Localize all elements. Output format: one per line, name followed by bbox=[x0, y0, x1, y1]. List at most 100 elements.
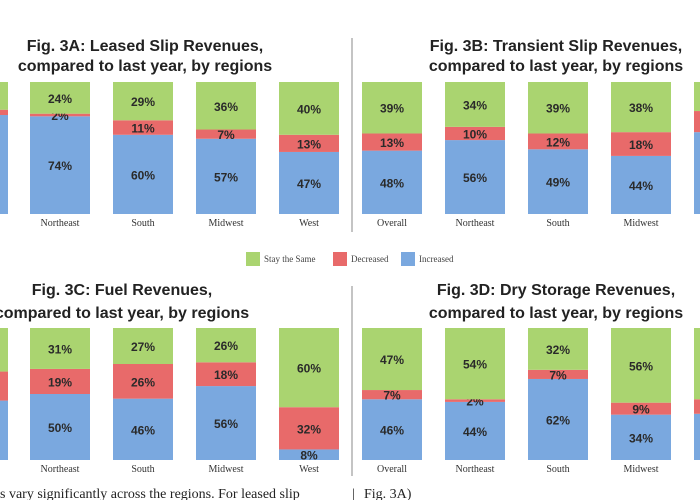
bar-decreased-segment bbox=[362, 390, 422, 400]
partial-bar-decreased-segment bbox=[694, 111, 700, 133]
bar-decreased-segment bbox=[30, 368, 90, 394]
footer-separator: | bbox=[352, 487, 355, 500]
bar-stay-value-label: 31% bbox=[48, 342, 72, 356]
bar-decreased-value-label: 32% bbox=[297, 422, 321, 436]
bar-overall: 46% 7% 47% bbox=[362, 328, 422, 460]
bar-decreased-value-label: 13% bbox=[380, 136, 404, 150]
bar-increased-segment bbox=[196, 138, 256, 214]
bar-stay-segment bbox=[113, 82, 173, 121]
bar-stay-value-label: 38% bbox=[629, 101, 653, 115]
bar-midwest: 56% 18% 26% bbox=[196, 328, 256, 460]
bar-decreased-segment bbox=[196, 362, 256, 387]
bar-stay-segment bbox=[445, 328, 505, 400]
bar-decreased-segment bbox=[279, 407, 339, 450]
category-label: Midwest bbox=[209, 218, 244, 229]
bar-decreased-segment bbox=[113, 364, 173, 399]
category-label: West bbox=[299, 218, 319, 229]
bar-decreased-segment bbox=[611, 132, 671, 156]
bar-west: 8% 32% 60% bbox=[279, 328, 339, 463]
category-label: Overall bbox=[377, 218, 407, 229]
category-label: Midwest bbox=[624, 218, 659, 229]
bar-south: 49% 12% 39% bbox=[528, 82, 588, 214]
bar-decreased-value-label: 10% bbox=[463, 127, 487, 141]
bar-stay-value-label: 32% bbox=[546, 343, 570, 357]
bar-increased-value-label: 74% bbox=[48, 159, 72, 173]
bar-increased-segment bbox=[279, 151, 339, 214]
bar-stay-value-label: 27% bbox=[131, 340, 155, 354]
bar-stay-segment bbox=[196, 82, 256, 130]
bar-increased-segment bbox=[611, 414, 671, 460]
bar-increased-value-label: 48% bbox=[380, 176, 404, 190]
bar-decreased-value-label: 13% bbox=[297, 137, 321, 151]
bar-stay-value-label: 36% bbox=[214, 100, 238, 114]
bar-decreased-segment bbox=[279, 134, 339, 152]
bar-stay-segment bbox=[611, 82, 671, 133]
bar-increased-segment bbox=[30, 394, 90, 460]
bar-stay-segment bbox=[362, 82, 422, 134]
category-label: Northeast bbox=[456, 218, 495, 229]
bar-increased-segment bbox=[362, 399, 422, 460]
category-label: Northeast bbox=[456, 464, 495, 475]
bar-increased-segment bbox=[113, 398, 173, 460]
bar-stay-segment bbox=[113, 328, 173, 364]
legend: Stay the Same Decreased Increased bbox=[246, 252, 454, 266]
bar-northeast: 50% 19% 31% bbox=[30, 328, 90, 460]
footer-text: s vary significantly across the regions.… bbox=[0, 487, 412, 500]
bar-increased-value-label: 46% bbox=[380, 424, 404, 438]
chart-4: Fig. 3D: Dry Storage Revenues, compared t… bbox=[362, 282, 700, 475]
category-label: Midwest bbox=[624, 464, 659, 475]
bar-increased-value-label: 44% bbox=[463, 425, 487, 439]
bar-stay-value-label: 56% bbox=[629, 359, 653, 373]
partial-bar-stay-segment bbox=[694, 82, 700, 112]
chart-title-line: Fig. 3B: Transient Slip Revenues, bbox=[430, 38, 683, 55]
bar-stay-value-label: 34% bbox=[463, 98, 487, 112]
bar-increased-value-label: 56% bbox=[214, 417, 238, 431]
partial-bar-decreased-segment bbox=[0, 371, 8, 401]
bar-midwest: 44% 18% 38% bbox=[611, 82, 671, 214]
bar-stay-segment bbox=[196, 328, 256, 363]
bar-increased-value-label: 47% bbox=[297, 177, 321, 191]
category-label: South bbox=[131, 218, 154, 229]
bar-stay-segment bbox=[528, 328, 588, 370]
category-label: Overall bbox=[377, 464, 407, 475]
bar-decreased-value-label: 7% bbox=[549, 368, 567, 382]
footer-right-text: Fig. 3A) bbox=[364, 487, 412, 500]
bar-stay-segment bbox=[279, 328, 339, 408]
bar-increased-segment bbox=[528, 149, 588, 214]
bar-increased-value-label: 50% bbox=[48, 421, 72, 435]
partial-bar-increased-segment bbox=[694, 132, 700, 214]
category-label: Northeast bbox=[41, 464, 80, 475]
legend-label-decreased: Decreased bbox=[351, 254, 389, 264]
bar-stay-segment bbox=[362, 328, 422, 391]
bar-decreased-segment bbox=[113, 120, 173, 135]
bar-decreased-value-label: 11% bbox=[131, 122, 155, 136]
bar-stay-segment bbox=[30, 328, 90, 369]
bar-stay-value-label: 40% bbox=[297, 102, 321, 116]
bar-stay-segment bbox=[445, 82, 505, 127]
bar-decreased-value-label: 9% bbox=[632, 403, 650, 417]
bar-midwest: 57% 7% 36% bbox=[196, 82, 256, 214]
footer-left-text: s vary significantly across the regions.… bbox=[0, 487, 300, 500]
bar-increased-segment bbox=[279, 449, 339, 460]
partial-bar-decreased-segment bbox=[694, 399, 700, 414]
bar-decreased-segment bbox=[445, 399, 505, 402]
bar-decreased-value-label: 26% bbox=[131, 375, 155, 389]
bar-increased-segment bbox=[445, 401, 505, 460]
category-label: South bbox=[131, 464, 154, 475]
bar-northeast: 74%2%24% bbox=[30, 82, 90, 214]
charts-group: Fig. 3A: Leased Slip Revenues, compared t… bbox=[0, 38, 700, 475]
partial-bar-stay-segment bbox=[694, 328, 700, 400]
bar-increased-value-label: 49% bbox=[546, 176, 570, 190]
bar-west: 47% 13% 40% bbox=[279, 82, 339, 214]
bar-stay-value-label: 60% bbox=[297, 362, 321, 376]
bar-decreased-value-label: 19% bbox=[48, 375, 72, 389]
bar-northeast: 56% 10% 34% bbox=[445, 82, 505, 214]
bar-increased-segment bbox=[113, 134, 173, 214]
partial-bar-increased-segment bbox=[694, 413, 700, 460]
bar-increased-value-label: 60% bbox=[131, 168, 155, 182]
bar-increased-value-label: 34% bbox=[629, 431, 653, 445]
bar-midwest: 34% 9% 56% bbox=[611, 328, 671, 460]
bar-increased-value-label: 62% bbox=[546, 413, 570, 427]
bar-stay-value-label: 26% bbox=[214, 339, 238, 353]
